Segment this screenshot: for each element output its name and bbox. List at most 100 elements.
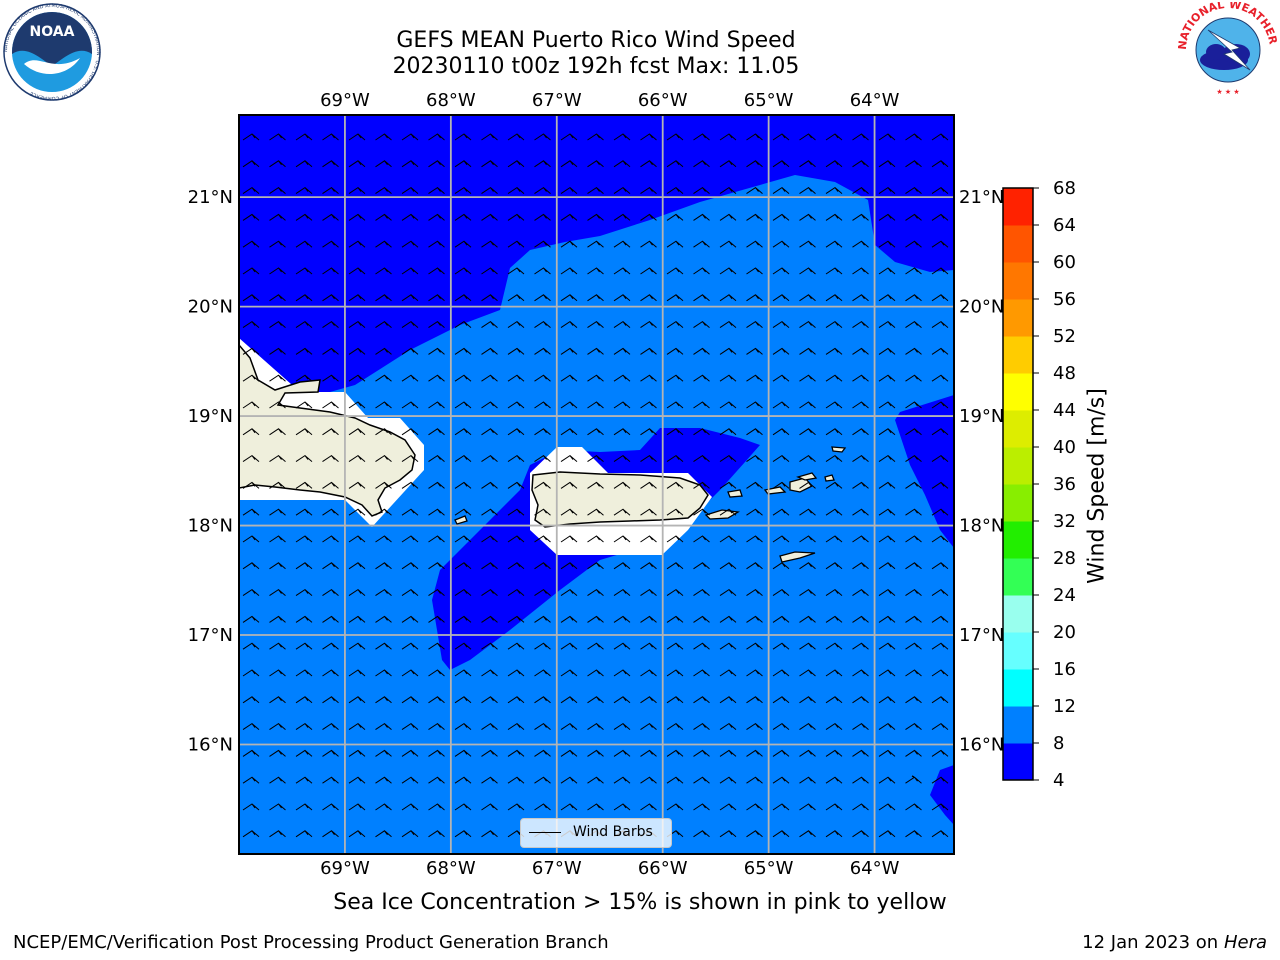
wind-barb	[666, 481, 684, 489]
wind-barb	[746, 213, 763, 221]
wind-barb	[348, 160, 366, 168]
wind-barb	[772, 749, 790, 757]
wind-barb	[348, 776, 366, 784]
wind-barb	[242, 454, 260, 463]
wind-barb	[905, 160, 922, 168]
wind-barb	[905, 401, 922, 409]
wind-barb	[959, 509, 975, 515]
wind-barb	[693, 776, 710, 784]
wind-barb	[587, 186, 604, 195]
wind-barb	[719, 481, 737, 489]
wind-barb	[719, 374, 737, 382]
wind-barb	[666, 374, 684, 382]
wind-barb	[428, 776, 445, 784]
wind-barb	[746, 669, 763, 677]
wind-barb	[852, 428, 869, 436]
wind-barb	[534, 776, 551, 784]
wind-barb	[375, 347, 392, 355]
wind-barb	[959, 777, 975, 783]
wind-barb	[666, 347, 684, 355]
wind-barb	[666, 615, 684, 623]
colorbar-swatch-1	[1003, 706, 1033, 744]
wind-barb	[613, 776, 631, 784]
wind-barb	[322, 240, 339, 248]
wind-barb	[534, 642, 551, 650]
wind-barb	[269, 294, 286, 302]
wind-barb	[772, 320, 790, 329]
wind-barb	[825, 508, 843, 516]
wind-barb	[799, 696, 816, 704]
colorbar-tick-11: 48	[1053, 363, 1076, 384]
wind-barb	[295, 240, 313, 248]
wind-barb	[375, 722, 392, 731]
wind-barb	[878, 213, 896, 221]
wind-barb	[959, 241, 975, 247]
wind-barb	[428, 481, 445, 489]
wind-barb	[852, 669, 869, 677]
wind-barb	[719, 401, 737, 409]
wind-barb	[852, 294, 869, 302]
wind-barb	[666, 535, 684, 543]
wind-barb	[348, 803, 366, 811]
wind-barb	[375, 428, 392, 436]
wind-barb	[640, 696, 657, 704]
wind-barb	[454, 347, 472, 355]
wind-barb	[454, 267, 472, 275]
wind-barb	[481, 722, 498, 731]
wind-barb	[560, 240, 578, 248]
wind-barb	[640, 615, 657, 623]
wind-barb	[693, 347, 710, 355]
wind-barb	[666, 454, 684, 463]
wind-barb	[428, 240, 445, 248]
wind-barb	[375, 320, 392, 329]
wind-barb	[401, 722, 419, 731]
wind-barb	[481, 133, 498, 141]
wind-barb	[878, 535, 896, 543]
wind-barb	[348, 642, 366, 650]
wind-barb	[746, 320, 763, 329]
wind-barb	[401, 535, 419, 543]
wind-barb	[295, 722, 313, 731]
wind-barb	[959, 563, 975, 569]
wind-barb	[640, 776, 657, 784]
wind-barb	[825, 615, 843, 623]
wind-barb	[640, 267, 657, 275]
wind-barb	[878, 588, 896, 597]
wind-barb	[295, 294, 313, 302]
wind-barbs	[242, 133, 975, 838]
wind-barb	[534, 213, 551, 221]
wind-barb	[507, 240, 525, 248]
wind-barb	[693, 374, 710, 382]
wind-barb	[693, 749, 710, 757]
wind-barb	[587, 722, 604, 731]
wind-barb	[905, 481, 922, 489]
wind-barb	[534, 374, 551, 382]
colorbar-tick-4: 20	[1053, 622, 1076, 643]
wind-barb	[852, 186, 869, 195]
lon-tick-top-5: 64°W	[850, 90, 900, 111]
wind-barb	[401, 749, 419, 757]
wind-barb	[322, 722, 339, 731]
wind-barb	[401, 428, 419, 436]
wind-barb	[799, 508, 816, 516]
wind-barb	[534, 588, 551, 597]
wind-barb	[242, 133, 260, 141]
wind-barb	[799, 749, 816, 757]
wind-barb	[401, 213, 419, 221]
wind-barb	[242, 347, 260, 355]
wind-barb	[322, 830, 339, 838]
wind-barb	[375, 401, 392, 409]
map-frame	[238, 114, 955, 855]
wind-barb	[587, 428, 604, 436]
wind-barb	[454, 213, 472, 221]
wind-barb	[959, 322, 975, 328]
wind-barb	[666, 803, 684, 811]
wind-barb	[428, 374, 445, 382]
wind-barb	[746, 133, 763, 141]
wind-barb	[799, 803, 816, 811]
wind-barb	[825, 776, 843, 784]
wind-barb	[772, 830, 790, 838]
wind-barb	[878, 186, 896, 195]
wind-barb	[693, 669, 710, 677]
wind-barb	[719, 803, 737, 811]
